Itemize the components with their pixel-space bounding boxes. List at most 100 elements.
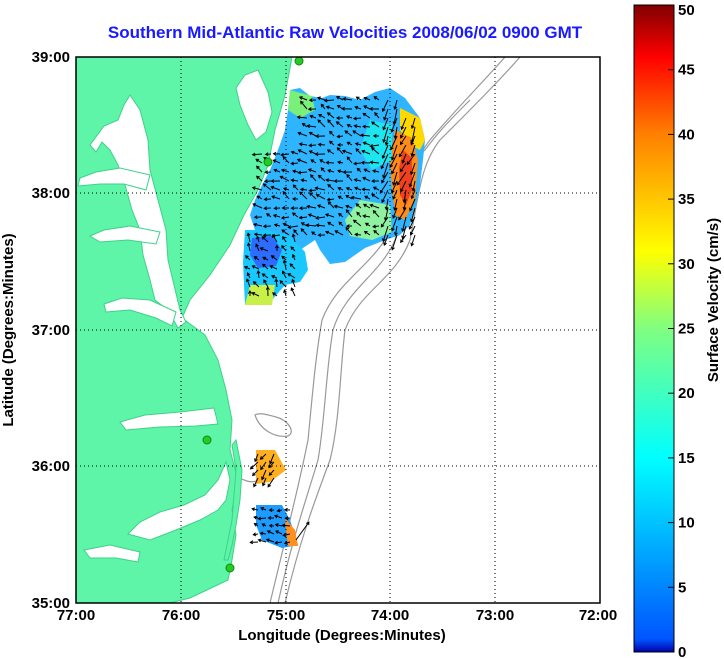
velocity-vector <box>391 180 398 194</box>
velocity-vector <box>410 189 416 200</box>
colorbar-tick-label: 45 <box>678 62 695 79</box>
velocity-vector <box>400 126 407 139</box>
velocity-vector <box>253 477 259 488</box>
velocity-vector <box>290 161 299 166</box>
velocity-vector <box>263 197 272 202</box>
y-tick-label: 38:00 <box>32 185 70 202</box>
velocity-vector <box>346 141 353 146</box>
velocity-vector <box>256 195 263 200</box>
velocity-vector <box>392 171 398 186</box>
velocity-vector <box>283 289 287 297</box>
velocity-vector <box>270 185 281 191</box>
radar-station-marker <box>294 57 304 66</box>
velocity-vector <box>298 96 308 101</box>
velocity-vector <box>345 204 353 209</box>
velocity-vector <box>380 153 389 170</box>
x-tick-label: 72:00 <box>579 607 617 624</box>
velocity-vector <box>279 175 290 182</box>
velocity-vector <box>255 158 263 164</box>
velocity-vector <box>317 233 326 238</box>
velocity-vector <box>317 119 326 128</box>
velocity-vector <box>327 119 335 128</box>
velocity-vector <box>353 116 362 121</box>
velocity-vector <box>324 230 335 236</box>
velocity-vector <box>289 263 296 270</box>
velocity-vector <box>345 209 353 218</box>
velocity-vector <box>244 255 251 261</box>
colorbar-tick-label: 10 <box>678 515 695 532</box>
velocity-vector <box>327 221 335 227</box>
velocity-vector <box>301 122 308 128</box>
velocity-vector <box>370 121 380 128</box>
velocity-vector <box>308 150 317 155</box>
velocity-vector <box>398 144 407 158</box>
velocity-vector <box>355 148 362 155</box>
velocity-vector <box>350 195 362 200</box>
velocity-vector <box>298 142 308 147</box>
velocity-vector <box>256 235 260 243</box>
velocity-vector <box>362 176 371 182</box>
velocity-vector <box>259 531 267 536</box>
velocity-vector <box>353 124 362 129</box>
velocity-vector <box>362 141 371 146</box>
velocity-vector <box>272 159 281 164</box>
colorbar: 0 5 10 15 20 25 30 35 40 45 50 Surface Velocity (c… <box>633 2 722 659</box>
velocity-vector <box>262 183 272 191</box>
velocity-vector <box>406 153 416 166</box>
velocity-vector <box>319 159 326 164</box>
velocity-vector <box>274 540 283 545</box>
velocity-vector <box>264 152 272 157</box>
velocity-vector <box>284 516 291 521</box>
velocity-patch-lightgreen <box>345 200 392 240</box>
velocity-vector <box>398 207 407 221</box>
chesapeake-bay <box>89 94 187 329</box>
velocity-vector <box>345 195 353 200</box>
velocity-vector <box>251 292 260 297</box>
velocity-vector <box>290 206 299 211</box>
velocity-vector <box>268 508 275 513</box>
velocity-vector <box>337 187 344 191</box>
velocity-vector <box>390 135 398 151</box>
velocity-vector <box>410 162 416 176</box>
velocity-vector <box>282 533 291 537</box>
velocity-vector <box>282 235 287 243</box>
velocity-vector <box>308 98 317 103</box>
velocity-vector <box>328 140 335 146</box>
velocity-vector <box>371 193 380 200</box>
velocity-vector <box>324 213 335 218</box>
velocity-vector <box>382 225 389 243</box>
velocity-vector <box>307 168 317 173</box>
velocity-vector <box>410 234 416 247</box>
velocity-vector <box>255 175 263 182</box>
velocity-vector <box>363 96 371 101</box>
velocity-vector <box>346 156 353 164</box>
velocity-vector <box>325 178 335 183</box>
velocity-vector <box>318 114 326 119</box>
plot-frame <box>75 56 601 604</box>
velocity-vector <box>327 183 335 191</box>
velocity-vector <box>362 203 371 209</box>
velocity-vector <box>338 221 344 227</box>
velocity-vector <box>308 131 317 137</box>
velocity-vector <box>290 150 299 155</box>
velocity-vector <box>291 212 299 218</box>
velocity-vector <box>382 126 389 143</box>
velocity-vector <box>263 206 272 211</box>
velocity-vector <box>272 213 281 218</box>
velocity-vector <box>373 229 380 236</box>
velocity-vector <box>256 269 261 279</box>
neuse-river <box>83 544 141 563</box>
velocity-vector <box>282 155 290 164</box>
colorbar-tick-label: 0 <box>678 644 686 659</box>
velocity-vector <box>267 477 275 488</box>
velocity-vector <box>374 112 380 119</box>
velocity-vector <box>315 223 326 228</box>
velocity-vector <box>260 507 267 511</box>
velocity-vector <box>334 230 344 236</box>
velocity-vector <box>356 167 362 173</box>
velocity-vector <box>251 265 260 270</box>
velocity-vector <box>390 117 398 133</box>
velocity-vector <box>361 187 371 192</box>
velocity-vector <box>262 233 272 238</box>
velocity-vector <box>281 244 287 252</box>
